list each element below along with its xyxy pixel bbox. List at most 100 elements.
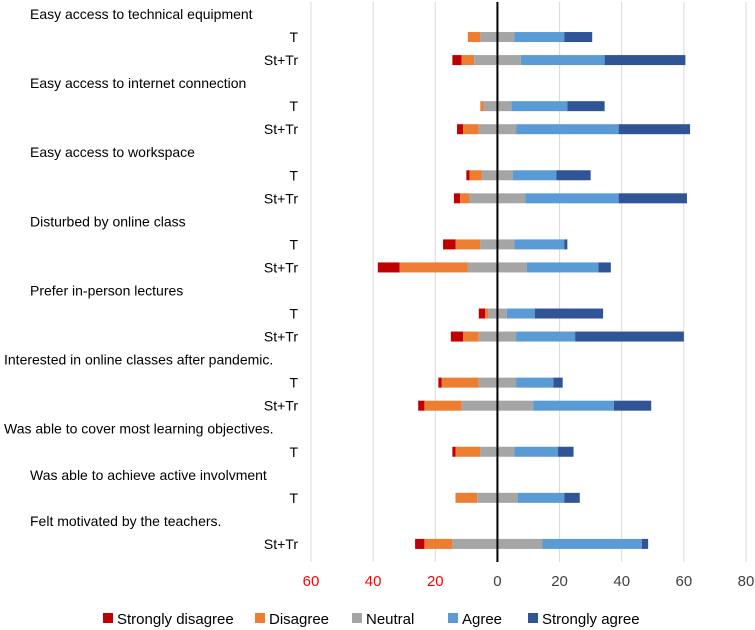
legend-item-disagree: Disagree (255, 611, 329, 628)
group-label: T (289, 98, 298, 114)
bar-segment-agree (525, 193, 619, 204)
x-tick-label: 60 (303, 573, 320, 590)
legend: Strongly disagree Disagree Neutral Agree Str… (103, 611, 640, 628)
bar-segment-disagree (460, 193, 470, 204)
legend-swatch (103, 613, 113, 623)
bar-segment-strongly-disagree (450, 331, 464, 342)
bar-segment-agree (516, 377, 554, 388)
group-label: T (289, 167, 298, 183)
bar-segment-disagree (424, 400, 462, 411)
bar-segment-disagree (461, 55, 475, 66)
bar-segment-strongly-agree (613, 400, 652, 411)
bar-segment-strongly-agree (567, 101, 605, 112)
bar-segment-strongly-agree (564, 239, 568, 250)
bar-segment-strongly-disagree (443, 239, 456, 250)
bar-segment-strongly-disagree (466, 170, 470, 181)
legend-swatch (528, 613, 538, 623)
group-label: St+Tr (264, 259, 298, 275)
bar-segment-strongly-agree (534, 308, 604, 319)
question-label: Easy access to internet connection (30, 75, 246, 91)
bars (377, 32, 691, 549)
bar-segment-strongly-agree (556, 170, 591, 181)
bar-segment-agree (533, 400, 614, 411)
group-label: T (289, 490, 298, 506)
legend-item-strongly-disagree: Strongly disagree (103, 611, 234, 628)
group-label: T (289, 29, 298, 45)
group-label: T (289, 306, 298, 322)
x-axis-ticks: 60 40 20 0 20 40 60 80 (303, 573, 755, 590)
legend-label: Neutral (366, 611, 414, 628)
bar-segment-strongly-disagree (453, 193, 461, 204)
group-label: St+Tr (264, 52, 298, 68)
bar-segment-agree (516, 124, 619, 135)
question-label: Prefer in-person lectures (30, 282, 183, 298)
bar-segment-disagree (463, 331, 479, 342)
bar-segment-strongly-disagree (452, 446, 456, 457)
bar-segment-disagree (455, 492, 478, 503)
question-label: Was able to achieve active involvment (30, 467, 267, 483)
group-label: St+Tr (264, 398, 298, 414)
x-tick-label: 80 (738, 573, 755, 590)
bar-segment-agree (516, 331, 576, 342)
question-label: Disturbed by online class (30, 213, 186, 229)
question-label: Felt motivated by the teachers. (30, 513, 221, 529)
bar-segment-disagree (467, 32, 481, 43)
legend-label: Disagree (269, 611, 329, 628)
group-label: St+Tr (264, 190, 298, 206)
category-labels: Easy access to technical equipment T St+Tr… (4, 6, 298, 552)
bar-segment-strongly-agree (618, 193, 687, 204)
group-label: T (289, 444, 298, 460)
bar-segment-agree (514, 32, 565, 43)
bar-segment-disagree (480, 101, 484, 112)
legend-label: Strongly agree (542, 611, 640, 628)
legend-label: Agree (462, 611, 502, 628)
legend-item-neutral: Neutral (352, 611, 414, 628)
bar-segment-agree (542, 538, 642, 549)
group-label: St+Tr (264, 536, 298, 552)
question-label: Easy access to workspace (30, 144, 195, 160)
legend-label: Strongly disagree (117, 611, 234, 628)
legend-swatch (255, 613, 265, 623)
bar-segment-strongly-agree (564, 492, 580, 503)
legend-item-agree: Agree (448, 611, 502, 628)
bar-segment-strongly-agree (553, 377, 563, 388)
gridlines (310, 2, 747, 562)
question-label: Interested in online classes after pande… (4, 352, 273, 368)
legend-swatch (448, 613, 458, 623)
bar-segment-strongly-disagree (478, 308, 485, 319)
bar-segment-agree (520, 55, 605, 66)
x-tick-label: 0 (493, 573, 501, 590)
x-tick-label: 40 (365, 573, 382, 590)
bar-segment-agree (512, 170, 557, 181)
bar-segment-agree (511, 101, 568, 112)
group-label: T (289, 375, 298, 391)
bar-segment-strongly-agree (618, 124, 691, 135)
bar-segment-agree (526, 262, 599, 273)
legend-item-strongly-agree: Strongly agree (528, 611, 640, 628)
bar-segment-agree (514, 446, 559, 457)
bar-segment-strongly-disagree (418, 400, 425, 411)
bar-segment-disagree (455, 239, 481, 250)
bar-segment-disagree (424, 538, 453, 549)
bar-segment-strongly-disagree (438, 377, 442, 388)
bar-segment-disagree (469, 170, 482, 181)
question-label: Easy access to technical equipment (30, 6, 253, 22)
bar-segment-strongly-disagree (415, 538, 425, 549)
legend-swatch (352, 613, 362, 623)
bar-segment-strongly-agree (598, 262, 611, 273)
group-label: T (289, 236, 298, 252)
bar-segment-strongly-agree (575, 331, 684, 342)
x-tick-label: 20 (427, 573, 444, 590)
bar-segment-strongly-disagree (377, 262, 400, 273)
x-tick-label: 20 (551, 573, 568, 590)
bar-segment-agree (517, 492, 565, 503)
question-label: Was able to cover most learning objectiv… (4, 421, 274, 437)
bar-segment-strongly-disagree (452, 55, 462, 66)
x-tick-label: 60 (676, 573, 693, 590)
bar-segment-disagree (455, 446, 481, 457)
bar-segment-agree (506, 308, 535, 319)
bar-segment-strongly-agree (641, 538, 649, 549)
group-label: St+Tr (264, 329, 298, 345)
x-tick-label: 40 (613, 573, 630, 590)
